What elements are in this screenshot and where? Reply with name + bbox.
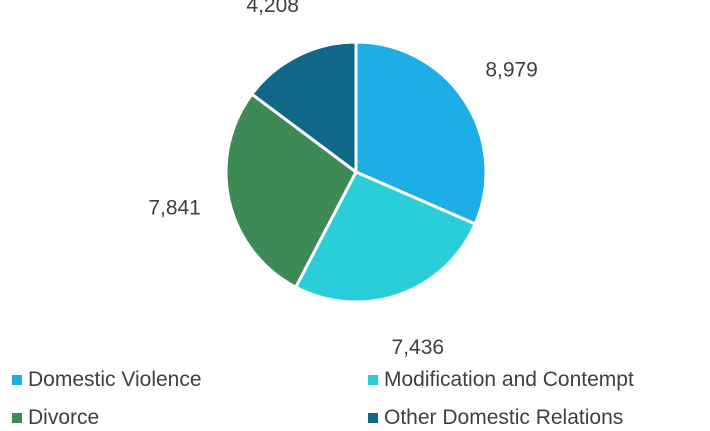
legend-swatch-other-domestic-relations bbox=[368, 413, 378, 423]
data-label-domestic-violence: 8,979 bbox=[485, 59, 538, 82]
legend-label-modification-and-contempt: Modification and Contempt bbox=[384, 368, 634, 391]
pie-slices bbox=[224, 40, 488, 304]
legend-item-modification-and-contempt: Modification and Contempt bbox=[368, 368, 634, 392]
legend-item-divorce: Divorce bbox=[12, 406, 99, 430]
pie-data-labels: 8,979 7,436 7,841 4,208 bbox=[148, 0, 538, 359]
chart-legend: Domestic Violence Modification and Conte… bbox=[0, 360, 710, 431]
legend-swatch-divorce bbox=[12, 413, 22, 423]
legend-item-other-domestic-relations: Other Domestic Relations bbox=[368, 406, 623, 430]
legend-label-domestic-violence: Domestic Violence bbox=[28, 368, 202, 391]
legend-label-other-domestic-relations: Other Domestic Relations bbox=[384, 406, 624, 429]
pie-slice-domestic-violence bbox=[354, 40, 488, 226]
legend-swatch-domestic-violence bbox=[12, 375, 22, 385]
data-label-other-domestic-relations: 4,208 bbox=[246, 0, 299, 17]
legend-label-divorce: Divorce bbox=[28, 406, 100, 429]
pie-slice-divorce bbox=[224, 92, 358, 289]
data-label-modification-and-contempt: 7,436 bbox=[392, 336, 445, 359]
data-label-divorce: 7,841 bbox=[148, 197, 201, 220]
legend-swatch-modification-and-contempt bbox=[368, 375, 378, 385]
pie-slice-other-domestic-relations bbox=[250, 40, 358, 174]
legend-item-domestic-violence: Domestic Violence bbox=[12, 368, 202, 392]
